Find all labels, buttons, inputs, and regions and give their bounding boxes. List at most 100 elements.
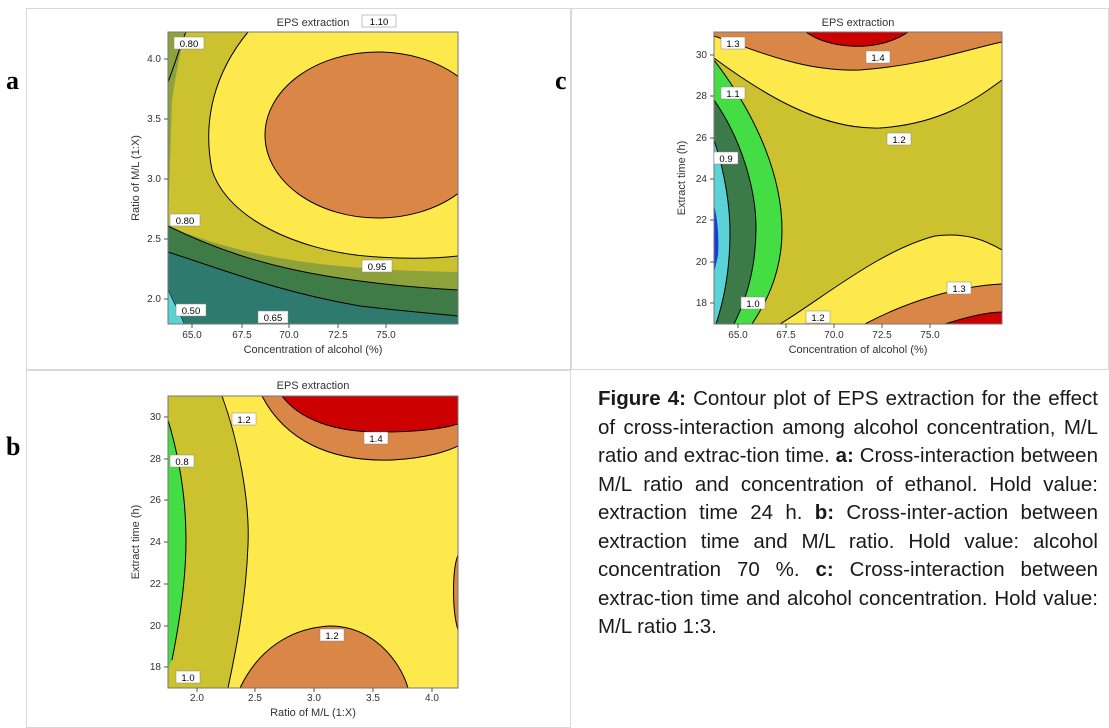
caption-text-a: Cross-interaction between M/L ratio and …: [598, 444, 1098, 524]
x-tick-label: 67.5: [776, 330, 796, 341]
chart-title: EPS extraction: [277, 380, 350, 392]
caption-heading: Figure 4:: [598, 387, 686, 410]
caption-text-b: Cross-inter-action between extraction ti…: [598, 501, 1098, 581]
panel-label-b: b: [6, 432, 21, 461]
svg-text:1.4: 1.4: [369, 434, 382, 445]
svg-text:0.95: 0.95: [368, 262, 387, 273]
x-axis-label: Ratio of M/L (1:X): [270, 707, 356, 719]
caption-key-b: b:: [814, 501, 835, 524]
svg-text:0.65: 0.65: [264, 313, 283, 324]
y-tick-label: 28: [696, 91, 708, 102]
x-axis-label: Concentration of alcohol (%): [244, 344, 383, 356]
y-tick-label: 24: [150, 537, 162, 548]
contour-label: 0.65: [257, 310, 289, 324]
y-tick-label: 20: [696, 257, 708, 268]
contour-label: 1.3: [720, 36, 746, 50]
contour-region-1.0: [168, 396, 249, 688]
svg-text:1.2: 1.2: [811, 313, 824, 324]
x-tick-label: 2.5: [248, 693, 262, 704]
svg-text:1.2: 1.2: [237, 415, 250, 426]
x-tick-label: 75.0: [920, 330, 940, 341]
contour-chart-b: EPS extraction 1.2 1.4 0.8 1.2 1.0 2.0 2…: [130, 380, 459, 719]
x-tick-label: 72.5: [328, 330, 348, 341]
contour-label: 0.95: [361, 259, 393, 273]
caption-text-c: Cross-interaction between extrac-tion ti…: [598, 558, 1098, 638]
x-tick-label: 65.0: [182, 330, 202, 341]
y-axis-label: Ratio of M/L (1:X): [130, 135, 142, 221]
contour-region-1.4-bottom: [945, 312, 1002, 324]
svg-text:0.9: 0.9: [719, 154, 732, 165]
x-tick-label: 67.5: [232, 330, 252, 341]
x-tick-label: 72.5: [872, 330, 892, 341]
svg-text:1.4: 1.4: [871, 53, 884, 64]
svg-text:0.8: 0.8: [175, 457, 188, 468]
figure-caption: Figure 4: Contour plot of EPS extraction…: [598, 385, 1098, 642]
y-tick-label: 4.0: [147, 54, 161, 65]
caption-key-c: c:: [815, 558, 834, 581]
y-tick-label: 30: [696, 50, 708, 61]
y-axis-label: Extract time (h): [130, 505, 142, 580]
y-axis-label: Extract time (h): [676, 141, 688, 216]
y-tick-label: 18: [150, 662, 162, 673]
x-tick-label: 3.0: [307, 693, 321, 704]
contour-label: 1.3: [946, 281, 972, 295]
y-tick-label: 26: [696, 133, 708, 144]
panel-a-frame: [26, 8, 571, 370]
y-tick-label: 28: [150, 454, 162, 465]
contour-label: 1.1: [720, 86, 746, 100]
y-tick-label: 3.5: [147, 114, 161, 125]
chart-title: EPS extraction: [277, 17, 350, 29]
svg-text:1.1: 1.1: [726, 89, 739, 100]
contour-label: 0.9: [713, 151, 739, 165]
svg-text:1.0: 1.0: [181, 673, 194, 684]
contour-chart-c: EPS extraction 1.3 1.4 1.1 1.2 0.: [676, 17, 1003, 356]
svg-text:1.2: 1.2: [892, 135, 905, 146]
panel-label-a: a: [6, 66, 19, 95]
contour-label: 0.50: [175, 303, 207, 317]
y-tick-label: 2.0: [147, 294, 161, 305]
contour-label: 1.2: [231, 412, 257, 426]
x-axis-label: Concentration of alcohol (%): [789, 344, 928, 356]
contour-region-min: [714, 205, 719, 272]
svg-text:1.0: 1.0: [746, 299, 759, 310]
contour-label: 0.80: [173, 36, 205, 50]
svg-text:1.3: 1.3: [726, 39, 739, 50]
contour-label: 0.8: [169, 454, 195, 468]
contour-region-max: [265, 52, 458, 218]
contour-region-1.3-top: [714, 32, 1002, 71]
contour-region-max: [282, 396, 458, 432]
contour-chart-a: EPS extraction 0.80 1.10 0.80 0.95 0.50 …: [130, 14, 459, 356]
contour-label: 1.0: [175, 670, 201, 684]
contour-region-1.4-top: [806, 32, 908, 47]
x-tick-label: 4.0: [425, 693, 439, 704]
panel-label-c: c: [555, 66, 567, 95]
contour-label: 1.2: [805, 310, 831, 324]
x-tick-label: 75.0: [376, 330, 396, 341]
contour-label: 1.4: [363, 431, 389, 445]
svg-text:1.10: 1.10: [370, 17, 389, 28]
y-tick-label: 3.0: [147, 174, 161, 185]
contour-label: 1.2: [886, 132, 912, 146]
caption-intro: Contour plot of EPS extraction for the e…: [598, 387, 1098, 467]
contour-region-1.2-bottom: [240, 626, 408, 688]
x-tick-label: 70.0: [824, 330, 844, 341]
y-tick-label: 26: [150, 495, 162, 506]
contour-label: 1.10: [361, 14, 397, 28]
svg-text:1.3: 1.3: [952, 284, 965, 295]
contour-label: 1.2: [319, 628, 345, 642]
y-tick-label: 2.5: [147, 234, 161, 245]
x-tick-label: 70.0: [279, 330, 299, 341]
y-tick-label: 18: [696, 298, 708, 309]
svg-text:1.2: 1.2: [325, 631, 338, 642]
y-tick-label: 22: [696, 215, 708, 226]
contour-label: 0.80: [169, 213, 201, 227]
contour-region-0.9: [714, 140, 730, 324]
y-tick-label: 20: [150, 621, 162, 632]
caption-key-a: a:: [835, 444, 854, 467]
svg-text:0.50: 0.50: [182, 306, 201, 317]
x-tick-label: 2.0: [190, 693, 204, 704]
y-tick-label: 22: [150, 579, 162, 590]
svg-text:0.80: 0.80: [176, 216, 195, 227]
chart-title: EPS extraction: [822, 17, 895, 29]
contour-label: 1.4: [865, 50, 891, 64]
